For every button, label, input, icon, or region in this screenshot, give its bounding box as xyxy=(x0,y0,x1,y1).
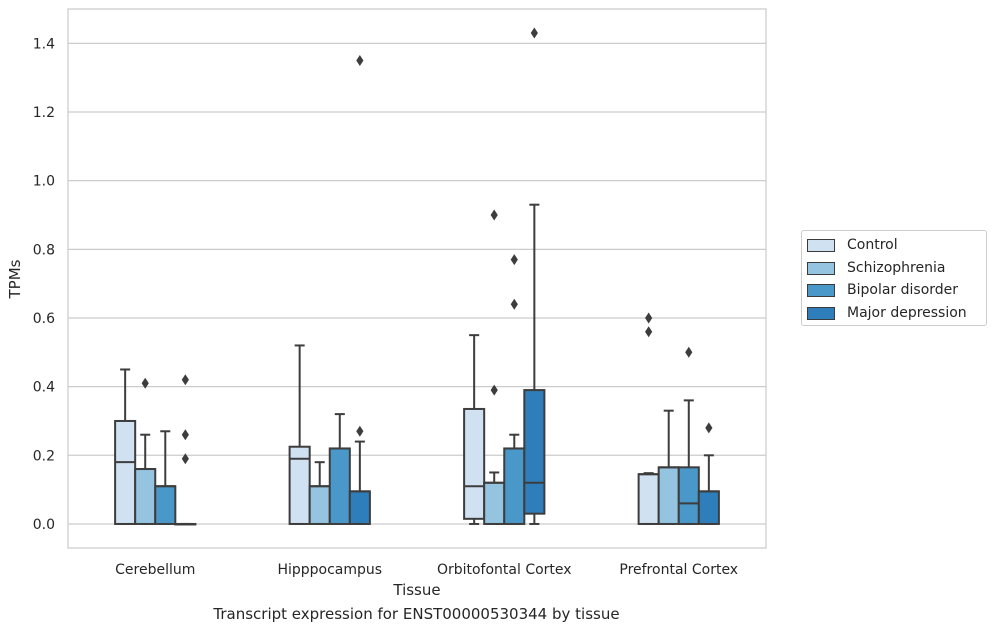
outlier-point xyxy=(510,254,518,266)
y-tick-label: 0.2 xyxy=(33,448,55,464)
box-body xyxy=(463,407,486,520)
box-body xyxy=(348,490,371,525)
box-body xyxy=(134,468,157,525)
x-tick-label-orbitofontal-cortex: Orbitofontal Cortex xyxy=(437,562,572,578)
figure-caption: Transcript expression for ENST0000053034… xyxy=(213,605,620,623)
box-prefrontal-cortex-control xyxy=(637,312,660,525)
outlier-point xyxy=(705,422,713,434)
box-orbitofontal-cortex-control xyxy=(463,334,486,525)
outlier-point xyxy=(181,374,189,386)
legend-item-control: Control xyxy=(807,235,898,255)
legend-item-major-depression: Major depression xyxy=(807,303,967,323)
box-hipppocampus-major-depression xyxy=(348,54,371,525)
box-body xyxy=(657,466,680,525)
boxes-group xyxy=(114,27,720,526)
box-orbitofontal-cortex-bipolar-disorder xyxy=(503,254,526,525)
outlier-point xyxy=(645,326,653,338)
y-tick-label: 0.0 xyxy=(33,517,55,533)
legend-label-bipolar: Bipolar disorder xyxy=(847,282,959,298)
box-body xyxy=(637,473,660,525)
legend-swatch-major-depression xyxy=(807,306,835,320)
plot-frame xyxy=(67,8,767,549)
box-body xyxy=(697,490,720,525)
box-hipppocampus-schizophrenia xyxy=(308,461,331,525)
y-tick-label: 0.6 xyxy=(33,311,55,327)
outlier-point xyxy=(356,54,364,66)
box-body xyxy=(308,485,331,525)
box-prefrontal-cortex-bipolar-disorder xyxy=(677,346,700,525)
legend-label-control: Control xyxy=(847,237,898,253)
outlier-point xyxy=(141,377,149,389)
outlier-point xyxy=(490,384,498,396)
outlier-point xyxy=(685,346,693,358)
legend: Control Schizophrenia Bipolar disorder M… xyxy=(801,230,987,326)
box-body xyxy=(154,485,177,525)
outlier-point xyxy=(510,298,518,310)
box-body xyxy=(503,447,526,525)
outlier-point xyxy=(181,429,189,441)
y-tick-label: 1.2 xyxy=(33,105,55,121)
outlier-point xyxy=(645,312,653,324)
legend-label-schizophrenia: Schizophrenia xyxy=(847,260,946,276)
legend-item-schizophrenia: Schizophrenia xyxy=(807,258,945,278)
box-hipppocampus-control xyxy=(288,344,311,525)
legend-swatch-bipolar xyxy=(807,283,835,297)
x-tick-label-prefrontal-cortex: Prefrontal Cortex xyxy=(619,562,738,578)
outlier-point xyxy=(356,425,364,437)
y-tick-label: 0.8 xyxy=(33,242,55,258)
box-prefrontal-cortex-major-depression xyxy=(697,422,720,525)
box-body xyxy=(483,481,506,525)
box-cerebellum-bipolar-disorder xyxy=(154,430,177,525)
legend-label-major-depression: Major depression xyxy=(847,305,967,321)
y-axis-label: TPMs xyxy=(6,259,24,299)
y-tick-label: 1.0 xyxy=(33,174,55,190)
box-orbitofontal-cortex-schizophrenia xyxy=(483,209,506,525)
legend-swatch-schizophrenia xyxy=(807,261,835,275)
x-axis-label: Tissue xyxy=(392,581,440,599)
box-body xyxy=(677,466,700,525)
y-axis-ticks: 0.0 0.2 0.4 0.6 0.8 1.0 1.2 1.4 xyxy=(33,36,55,533)
y-tick-label: 1.4 xyxy=(33,36,55,52)
box-body xyxy=(114,419,137,525)
box-body xyxy=(523,389,546,515)
legend-item-bipolar: Bipolar disorder xyxy=(807,280,958,300)
box-prefrontal-cortex-schizophrenia xyxy=(657,409,680,525)
outlier-point xyxy=(530,27,538,39)
outlier-point xyxy=(181,453,189,465)
x-axis-ticks: Cerebellum Hipppocampus Orbitofontal Corte… xyxy=(115,562,738,578)
box-body xyxy=(328,447,351,525)
box-orbitofontal-cortex-major-depression xyxy=(523,27,546,525)
x-tick-label-cerebellum: Cerebellum xyxy=(115,562,195,578)
box-cerebellum-schizophrenia xyxy=(134,377,157,525)
outlier-point xyxy=(490,209,498,221)
box-hipppocampus-bipolar-disorder xyxy=(328,413,351,525)
x-tick-label-hipppocampus: Hipppocampus xyxy=(277,562,382,578)
y-tick-label: 0.4 xyxy=(33,380,55,396)
grid-lines xyxy=(68,42,766,525)
box-cerebellum-control xyxy=(114,368,137,525)
legend-swatch-control xyxy=(807,238,835,252)
box-cerebellum-major-depression xyxy=(174,374,197,526)
